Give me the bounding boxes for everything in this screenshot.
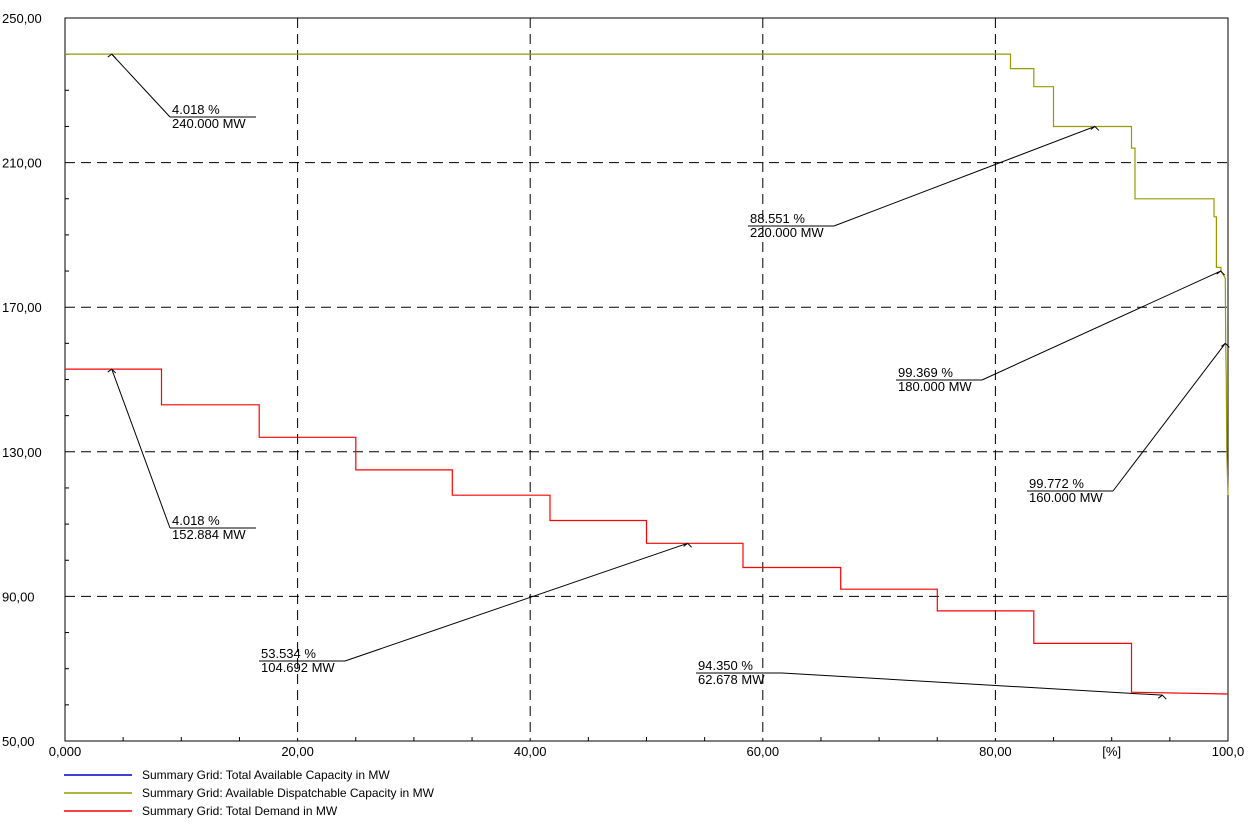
- y-tick-label: 130,00: [2, 445, 42, 460]
- annotation-leader: [1112, 343, 1226, 492]
- annotation-percent: 4.018 %: [172, 102, 220, 117]
- annotation: 99.772 %160.000 MW: [1027, 342, 1230, 505]
- annotation-value: 62.678 MW: [698, 672, 765, 687]
- annotation-value: 152.884 MW: [172, 527, 246, 542]
- grid-lines: [65, 18, 1228, 741]
- annotation: 94.350 %62.678 MW: [696, 658, 1167, 700]
- annotation-percent: 94.350 %: [698, 658, 753, 673]
- annotation-value: 104.692 MW: [261, 660, 335, 675]
- annotation-leader: [781, 672, 1163, 696]
- annotation: 53.534 %104.692 MW: [259, 542, 692, 675]
- x-tick-label: 80,00: [979, 744, 1012, 759]
- annotation: 99.369 %180.000 MW: [896, 270, 1226, 394]
- x-tick-label: 40,00: [514, 744, 547, 759]
- annotation-percent: 99.369 %: [898, 365, 953, 380]
- annotation-marker: [107, 53, 117, 59]
- y-tick-label: 250,00: [2, 11, 42, 26]
- legend-label: Summary Grid: Total Available Capacity i…: [142, 768, 390, 782]
- annotation-value: 240.000 MW: [172, 116, 246, 131]
- annotation-value: 220.000 MW: [750, 225, 824, 240]
- annotation-leader: [111, 53, 171, 118]
- legend-label: Summary Grid: Total Demand in MW: [142, 804, 338, 818]
- annotation-marker: [1090, 125, 1100, 131]
- legend: Summary Grid: Total Available Capacity i…: [64, 768, 435, 818]
- y-tick-label: 210,00: [2, 156, 42, 171]
- annotation-marker: [683, 542, 692, 548]
- annotation-marker: [1216, 270, 1226, 276]
- annotation-marker: [1221, 342, 1230, 348]
- annotation-marker: [1157, 694, 1167, 700]
- annotation-leader: [344, 542, 688, 662]
- annotation-percent: 99.772 %: [1029, 476, 1084, 491]
- annotation: 4.018 %152.884 MW: [107, 368, 256, 542]
- x-tick-label: 0,000: [49, 744, 82, 759]
- annotation-marker: [107, 368, 117, 374]
- x-axis-label: [%]: [1102, 744, 1121, 759]
- annotation-value: 160.000 MW: [1029, 490, 1103, 505]
- annotation-percent: 4.018 %: [172, 513, 220, 528]
- y-tick-label: 90,00: [2, 589, 35, 604]
- annotation-leader: [981, 270, 1221, 381]
- annotation-value: 180.000 MW: [898, 379, 972, 394]
- axis-ticks: 0,000 20,00 40,00 60,00 80,00 100,0 50,00 90,00…: [2, 11, 1244, 759]
- annotation-leader: [111, 368, 171, 529]
- x-tick-label: 60,00: [747, 744, 780, 759]
- annotation-percent: 53.534 %: [261, 646, 316, 661]
- series-line: [65, 53, 1229, 496]
- series-lines: [65, 53, 1229, 695]
- annotation-leader: [833, 125, 1096, 227]
- series-line: [65, 368, 1229, 695]
- y-tick-label: 50,00: [2, 734, 35, 749]
- annotation-percent: 88.551 %: [750, 211, 805, 226]
- annotation: 4.018 %240.000 MW: [107, 53, 256, 131]
- x-tick-label: 100,0: [1212, 744, 1245, 759]
- annotation: 88.551 %220.000 MW: [748, 125, 1100, 240]
- y-tick-label: 170,00: [2, 300, 42, 315]
- x-tick-label: 20,00: [281, 744, 314, 759]
- legend-label: Summary Grid: Available Dispatchable Cap…: [142, 786, 435, 800]
